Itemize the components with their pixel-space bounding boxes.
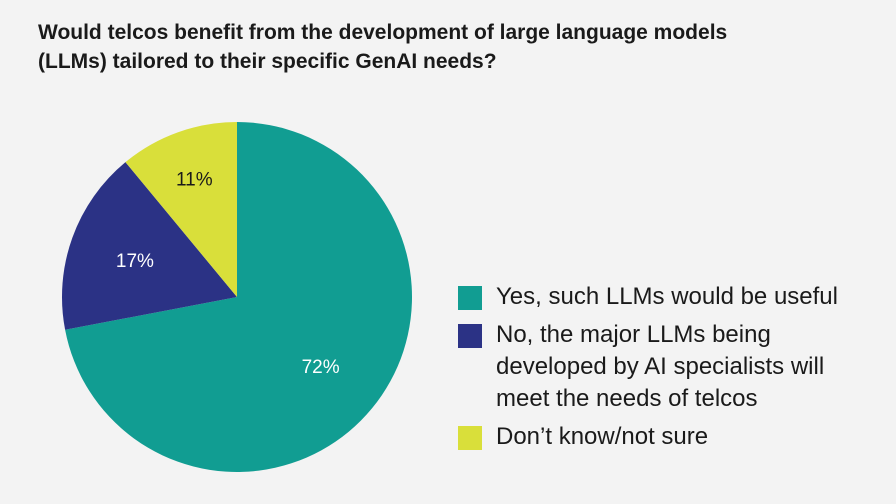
chart-title: Would telcos benefit from the developmen…: [38, 21, 728, 73]
slice-label-yes: 72%: [302, 357, 340, 378]
slice-label-dont-know: 11%: [176, 169, 213, 190]
slice-no: [61, 162, 237, 330]
legend-swatch-dont-know: [458, 426, 482, 450]
legend-label-dont-know: Don’t know/not sure: [496, 423, 709, 450]
legend-item-yes: Yes, such LLMs would be useful: [458, 281, 878, 313]
legend: Yes, such LLMs would be useful No, the m…: [458, 281, 878, 453]
legend-swatch-no: [458, 324, 482, 348]
legend-item-dont-know: Don’t know/not sure: [458, 421, 878, 453]
legend-label-no: No, the major LLMs being developed by AI…: [496, 321, 825, 412]
slice-dont-know: [125, 122, 237, 297]
slice-yes: [65, 122, 412, 472]
slice-label-no: 17%: [116, 251, 154, 272]
legend-item-no: No, the major LLMs being developed by AI…: [458, 319, 878, 415]
legend-label-yes: Yes, such LLMs would be useful: [496, 283, 838, 310]
legend-swatch-yes: [458, 286, 482, 310]
